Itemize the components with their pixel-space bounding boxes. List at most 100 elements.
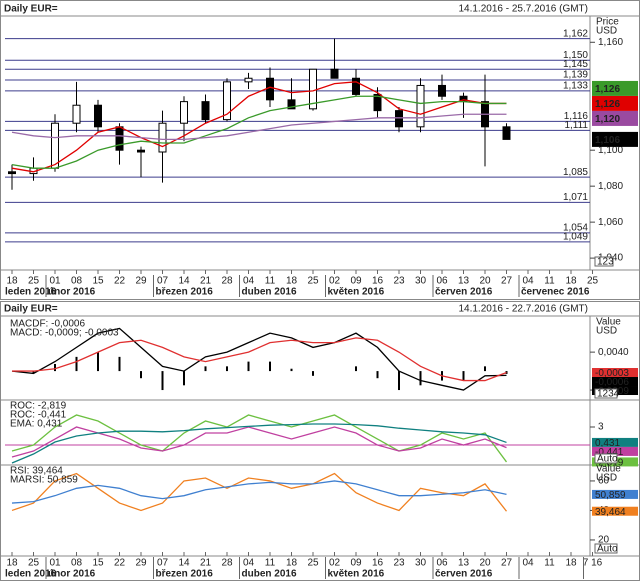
candle-body bbox=[266, 77, 274, 101]
candle-body bbox=[8, 171, 16, 175]
month-label: červenec 2016 bbox=[521, 287, 590, 298]
x-tick-label: 08 bbox=[71, 276, 83, 287]
x-tick-label: 18 bbox=[6, 276, 18, 287]
x-tick-label: 18 bbox=[565, 276, 577, 287]
price-tag bbox=[592, 377, 638, 387]
y-axis-unit: USD bbox=[596, 473, 617, 484]
price-tag-label: 1,126 bbox=[595, 84, 620, 95]
candle-body bbox=[395, 110, 403, 128]
price-tag-label: 1,126 bbox=[595, 99, 620, 110]
y-tick-label: 1,060 bbox=[598, 217, 623, 228]
candle-body bbox=[94, 104, 102, 128]
x-tick-label: 18 bbox=[6, 558, 18, 569]
x-tick-label: 06 bbox=[436, 276, 448, 287]
candle-body bbox=[137, 149, 145, 153]
histogram-bar bbox=[398, 371, 400, 391]
month-label: duben 2016 bbox=[242, 569, 297, 580]
x-tick-label: 16 bbox=[372, 276, 384, 287]
x-tick-label: 18 bbox=[286, 276, 298, 287]
y-axis-label: Value bbox=[596, 464, 621, 475]
x-tick-label: 7 16 bbox=[583, 558, 603, 569]
x-tick-label: 25 bbox=[307, 276, 319, 287]
scale-button bbox=[594, 256, 614, 267]
legend-entry: EMA: 0,431 bbox=[10, 419, 63, 430]
legend-entry: -0,0003 bbox=[85, 328, 119, 339]
x-tick-label: 13 bbox=[458, 276, 470, 287]
price-tag bbox=[592, 446, 638, 456]
scale-button-label: 123 bbox=[597, 257, 614, 268]
histogram-bar bbox=[161, 371, 164, 391]
x-tick-label: 11 bbox=[544, 558, 555, 569]
y-tick-label: 1,160 bbox=[598, 37, 623, 48]
scale-button-label: Auto bbox=[597, 544, 618, 555]
x-tick-label: 16 bbox=[372, 558, 384, 569]
chart-subtitle: 14.1.2016 - 25.7.2016 (GMT) bbox=[458, 4, 588, 15]
y-axis-label: Price bbox=[596, 17, 619, 28]
x-tick-label: 18 bbox=[286, 558, 298, 569]
month-label: květen 2016 bbox=[328, 287, 385, 298]
x-tick-label: 21 bbox=[200, 558, 212, 569]
histogram-bar bbox=[54, 363, 56, 372]
legend-entry: ROC: -0,441 bbox=[10, 410, 67, 421]
x-tick-label: 01 bbox=[49, 558, 61, 569]
level-label: 1,049 bbox=[563, 232, 588, 243]
histogram-bar bbox=[32, 371, 35, 374]
chart-title: Daily EUR= bbox=[4, 304, 58, 315]
month-label: květen 2016 bbox=[328, 569, 385, 580]
candle-body bbox=[180, 101, 188, 124]
candle-body bbox=[51, 122, 59, 169]
x-tick-label: 25 bbox=[587, 276, 599, 287]
x-tick-label: 25 bbox=[28, 276, 40, 287]
histogram-bar bbox=[226, 366, 228, 372]
series-line bbox=[11, 95, 507, 169]
x-tick-label: 04 bbox=[522, 276, 534, 287]
month-label: leden 2016 bbox=[5, 287, 57, 298]
top-panel-frame bbox=[0, 0, 640, 300]
x-tick-label: 22 bbox=[114, 276, 126, 287]
x-tick-label: 14 bbox=[178, 558, 190, 569]
level-label: 1,162 bbox=[563, 28, 588, 39]
price-tag bbox=[592, 437, 638, 447]
level-label: 1,139 bbox=[563, 70, 588, 81]
x-tick-label: 28 bbox=[221, 276, 233, 287]
chart-title: Daily EUR= bbox=[4, 4, 58, 15]
x-tick-label: 11 bbox=[265, 276, 276, 287]
y-tick-label: 1,080 bbox=[598, 181, 623, 192]
histogram-bar bbox=[355, 366, 357, 372]
x-tick-label: 15 bbox=[92, 276, 104, 287]
x-tick-label: 11 bbox=[265, 558, 276, 569]
scale-button-label: Auto bbox=[597, 454, 618, 465]
series-line bbox=[11, 113, 507, 141]
x-tick-label: 15 bbox=[92, 558, 104, 569]
x-tick-label: 01 bbox=[49, 276, 61, 287]
series-line bbox=[12, 337, 507, 382]
candle-body bbox=[72, 104, 81, 124]
price-tag bbox=[592, 489, 638, 499]
price-tag bbox=[592, 110, 638, 126]
candle-body bbox=[201, 101, 210, 121]
x-tick-label: 09 bbox=[350, 276, 362, 287]
histogram-bar bbox=[247, 361, 250, 372]
y-tick-label: 60 bbox=[598, 476, 610, 487]
x-tick-label: 07 bbox=[157, 558, 169, 569]
x-tick-label: 04 bbox=[243, 558, 255, 569]
x-tick-label: 27 bbox=[501, 558, 513, 569]
candle-body bbox=[244, 77, 253, 83]
y-axis-label: Value bbox=[596, 317, 621, 328]
y-tick-label: 0,0040 bbox=[598, 347, 629, 358]
month-label: leden 2016 bbox=[5, 569, 57, 580]
x-tick-label: 28 bbox=[221, 558, 233, 569]
x-tick-label: 18 bbox=[565, 558, 577, 569]
x-tick-label: 11 bbox=[544, 276, 555, 287]
level-label: 1,145 bbox=[563, 59, 588, 70]
y-tick-label: 20 bbox=[598, 535, 610, 546]
scale-button bbox=[594, 543, 618, 554]
price-tag-label: -0,0003 bbox=[595, 368, 629, 379]
x-tick-label: 07 bbox=[157, 276, 169, 287]
bottom-panel-frame bbox=[0, 301, 640, 581]
price-tag-label: 1,120 bbox=[595, 114, 620, 125]
price-tag-label: -0,441 bbox=[595, 447, 624, 458]
chart-subtitle: 14.1.2016 - 22.7.2016 (GMT) bbox=[458, 304, 588, 315]
x-tick-label: 04 bbox=[522, 558, 534, 569]
